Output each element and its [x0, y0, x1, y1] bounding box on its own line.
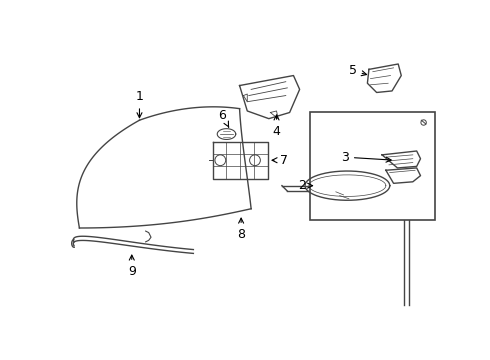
Text: 9: 9: [128, 255, 136, 278]
Text: 7: 7: [272, 154, 288, 167]
Text: 2: 2: [298, 179, 313, 192]
Text: 1: 1: [136, 90, 144, 118]
Text: 3: 3: [341, 150, 391, 164]
Text: 8: 8: [237, 218, 245, 241]
Text: 5: 5: [348, 64, 367, 77]
Text: 4: 4: [272, 115, 280, 138]
Text: 6: 6: [219, 109, 229, 127]
Bar: [311, 112, 435, 220]
